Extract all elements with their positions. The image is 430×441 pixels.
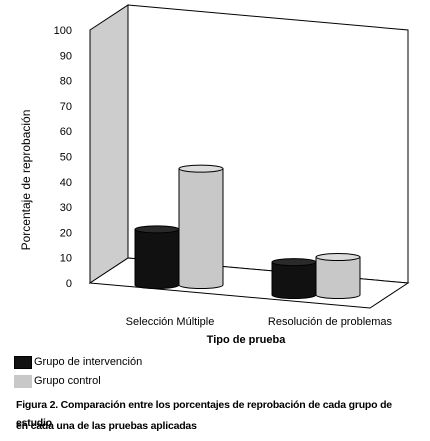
category-label-0: Selección Múltiple [126, 316, 215, 328]
figure-caption-line-2: en cada una de las pruebas aplicadas [16, 420, 197, 432]
y-axis-ticks: 0 10 20 30 40 50 60 70 80 90 100 [54, 25, 72, 290]
y-tick-label: 30 [60, 202, 72, 214]
legend-item-intervention: Grupo de intervención [14, 356, 142, 369]
figure-caption-line-1: Figura 2. Comparación entre los porcenta… [16, 399, 392, 429]
y-tick-label: 70 [60, 101, 72, 113]
y-tick-label: 40 [60, 177, 72, 189]
y-tick-label: 80 [60, 76, 72, 88]
legend-label-control: Grupo control [34, 375, 101, 387]
bar-intervention-resolucion-problemas [271, 258, 317, 299]
legend-item-control: Grupo control [14, 375, 101, 388]
legend-swatch-intervention [14, 356, 32, 369]
bars [134, 164, 361, 299]
y-tick-label: 50 [60, 152, 72, 164]
y-axis-label: Porcentaje de reprobación [19, 110, 33, 251]
category-label-1: Resolución de problemas [268, 316, 393, 328]
y-tick-label: 20 [60, 227, 72, 239]
y-tick-label: 100 [54, 25, 72, 37]
bar-control-resolucion-problemas [315, 253, 361, 299]
chart-left-wall [89, 4, 129, 284]
legend-swatch-control [14, 375, 32, 388]
y-tick-label: 90 [60, 50, 72, 62]
y-tick-label: 10 [60, 253, 72, 265]
y-tick-label: 0 [66, 278, 72, 290]
chart: 0 10 20 30 40 50 60 70 80 90 100 Selección Múltipl… [19, 4, 410, 345]
bar-control-seleccion-multiple [178, 164, 224, 289]
y-tick-label: 60 [60, 126, 72, 138]
bar-intervention-seleccion-multiple [134, 225, 180, 289]
legend-label-intervention: Grupo de intervención [34, 356, 143, 368]
x-axis-label: Tipo de prueba [207, 334, 287, 345]
